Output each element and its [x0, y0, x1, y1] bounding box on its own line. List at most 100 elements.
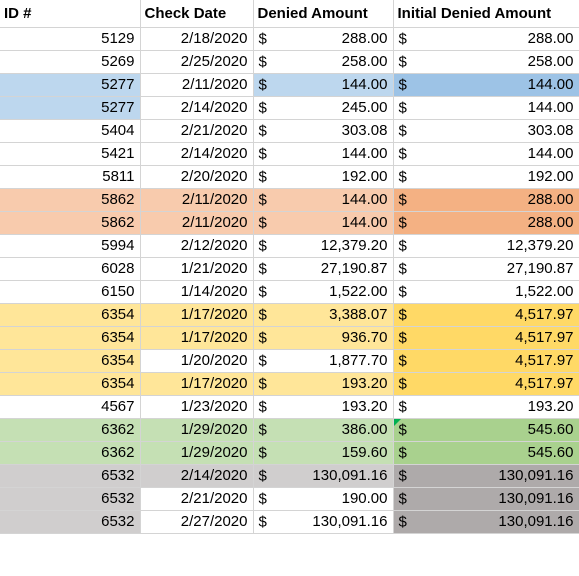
cell-id[interactable]: 6532: [0, 487, 141, 511]
cell-initial-denied-amount[interactable]: $130,091.16: [393, 487, 579, 511]
cell-check-date[interactable]: 2/21/2020: [140, 119, 254, 143]
cell-check-date[interactable]: 1/14/2020: [140, 280, 254, 304]
cell-denied-amount[interactable]: $144.00: [253, 188, 394, 212]
cell-id[interactable]: 4567: [0, 395, 141, 419]
cell-initial-denied-amount[interactable]: $4,517.97: [393, 326, 579, 350]
cell-check-date[interactable]: 1/17/2020: [140, 372, 254, 396]
header-denied-amount[interactable]: Denied Amount: [253, 0, 394, 28]
cell-id[interactable]: 5862: [0, 211, 141, 235]
cell-check-date[interactable]: 1/21/2020: [140, 257, 254, 281]
cell-denied-amount[interactable]: $12,379.20: [253, 234, 394, 258]
cell-initial-denied-amount[interactable]: $545.60: [393, 418, 579, 442]
cell-initial-denied-amount[interactable]: $4,517.97: [393, 349, 579, 373]
cell-initial-denied-amount[interactable]: $144.00: [393, 73, 579, 97]
cell-check-date[interactable]: 1/29/2020: [140, 418, 254, 442]
cell-denied-amount[interactable]: $130,091.16: [253, 510, 394, 534]
cell-id[interactable]: 5404: [0, 119, 141, 143]
cell-denied-amount[interactable]: $386.00: [253, 418, 394, 442]
cell-denied-amount[interactable]: $27,190.87: [253, 257, 394, 281]
cell-denied-amount[interactable]: $144.00: [253, 142, 394, 166]
cell-initial-denied-amount[interactable]: $545.60: [393, 441, 579, 465]
cell-id[interactable]: 5862: [0, 188, 141, 212]
cell-id[interactable]: 6028: [0, 257, 141, 281]
header-check-date[interactable]: Check Date: [140, 0, 254, 28]
cell-denied-amount[interactable]: $1,522.00: [253, 280, 394, 304]
cell-denied-amount[interactable]: $288.00: [253, 27, 394, 51]
cell-initial-denied-amount[interactable]: $193.20: [393, 395, 579, 419]
header-initial-denied-amount[interactable]: Initial Denied Amount: [393, 0, 579, 28]
cell-denied-amount[interactable]: $159.60: [253, 441, 394, 465]
cell-check-date[interactable]: 1/17/2020: [140, 303, 254, 327]
cell-denied-amount[interactable]: $245.00: [253, 96, 394, 120]
cell-initial-denied-amount[interactable]: $12,379.20: [393, 234, 579, 258]
cell-check-date[interactable]: 1/29/2020: [140, 441, 254, 465]
cell-initial-denied-amount[interactable]: $288.00: [393, 211, 579, 235]
cell-id[interactable]: 5994: [0, 234, 141, 258]
cell-id[interactable]: 6354: [0, 349, 141, 373]
cell-denied-amount[interactable]: $130,091.16: [253, 464, 394, 488]
cell-check-date[interactable]: 2/11/2020: [140, 188, 254, 212]
cell-id[interactable]: 5269: [0, 50, 141, 74]
amount-value: 288.00: [527, 214, 574, 231]
cell-initial-denied-amount[interactable]: $1,522.00: [393, 280, 579, 304]
cell-denied-amount[interactable]: $144.00: [253, 73, 394, 97]
cell-check-date[interactable]: 2/20/2020: [140, 165, 254, 189]
cell-check-date[interactable]: 2/11/2020: [140, 211, 254, 235]
cell-initial-denied-amount[interactable]: $144.00: [393, 142, 579, 166]
cell-id[interactable]: 5277: [0, 73, 141, 97]
cell-initial-denied-amount[interactable]: $303.08: [393, 119, 579, 143]
cell-initial-denied-amount[interactable]: $4,517.97: [393, 372, 579, 396]
cell-check-date[interactable]: 2/14/2020: [140, 142, 254, 166]
cell-id[interactable]: 6362: [0, 418, 141, 442]
cell-denied-amount[interactable]: $192.00: [253, 165, 394, 189]
cell-check-date[interactable]: 2/14/2020: [140, 96, 254, 120]
cell-id[interactable]: 5129: [0, 27, 141, 51]
table-body: 5129 2/18/2020 $288.00 $288.00 5269 2/25/2020…: [0, 27, 579, 534]
cell-initial-denied-amount[interactable]: $130,091.16: [393, 510, 579, 534]
table-row: 6362 1/29/2020 $386.00 $545.60: [0, 418, 579, 442]
cell-check-date[interactable]: 2/12/2020: [140, 234, 254, 258]
cell-denied-amount[interactable]: $258.00: [253, 50, 394, 74]
cell-denied-amount[interactable]: $1,877.70: [253, 349, 394, 373]
cell-initial-denied-amount[interactable]: $258.00: [393, 50, 579, 74]
cell-check-date[interactable]: 2/14/2020: [140, 464, 254, 488]
cell-denied-amount[interactable]: $193.20: [253, 372, 394, 396]
cell-id[interactable]: 5421: [0, 142, 141, 166]
cell-denied-amount[interactable]: $190.00: [253, 487, 394, 511]
currency-symbol: $: [398, 513, 407, 530]
cell-check-date[interactable]: 2/27/2020: [140, 510, 254, 534]
cell-denied-amount[interactable]: $193.20: [253, 395, 394, 419]
cell-id[interactable]: 5811: [0, 165, 141, 189]
cell-denied-amount[interactable]: $144.00: [253, 211, 394, 235]
cell-initial-denied-amount[interactable]: $192.00: [393, 165, 579, 189]
currency-symbol: $: [398, 490, 407, 507]
cell-id[interactable]: 6532: [0, 464, 141, 488]
cell-id[interactable]: 6532: [0, 510, 141, 534]
cell-initial-denied-amount[interactable]: $130,091.16: [393, 464, 579, 488]
amount-value: 192.00: [341, 168, 388, 185]
cell-check-date[interactable]: 2/21/2020: [140, 487, 254, 511]
cell-id[interactable]: 6354: [0, 372, 141, 396]
cell-initial-denied-amount[interactable]: $288.00: [393, 27, 579, 51]
currency-symbol: $: [398, 237, 407, 254]
cell-id[interactable]: 5277: [0, 96, 141, 120]
cell-id[interactable]: 6354: [0, 326, 141, 350]
cell-id[interactable]: 6150: [0, 280, 141, 304]
cell-denied-amount[interactable]: $3,388.07: [253, 303, 394, 327]
cell-denied-amount[interactable]: $303.08: [253, 119, 394, 143]
cell-initial-denied-amount[interactable]: $288.00: [393, 188, 579, 212]
cell-check-date[interactable]: 1/20/2020: [140, 349, 254, 373]
header-id[interactable]: ID #: [0, 0, 141, 28]
cell-check-date[interactable]: 1/17/2020: [140, 326, 254, 350]
cell-id[interactable]: 6354: [0, 303, 141, 327]
cell-initial-denied-amount[interactable]: $27,190.87: [393, 257, 579, 281]
cell-id[interactable]: 6362: [0, 441, 141, 465]
cell-check-date[interactable]: 2/11/2020: [140, 73, 254, 97]
cell-check-date[interactable]: 2/25/2020: [140, 50, 254, 74]
cell-check-date[interactable]: 2/18/2020: [140, 27, 254, 51]
cell-initial-denied-amount[interactable]: $4,517.97: [393, 303, 579, 327]
currency-symbol: $: [258, 168, 267, 185]
cell-initial-denied-amount[interactable]: $144.00: [393, 96, 579, 120]
cell-denied-amount[interactable]: $936.70: [253, 326, 394, 350]
cell-check-date[interactable]: 1/23/2020: [140, 395, 254, 419]
